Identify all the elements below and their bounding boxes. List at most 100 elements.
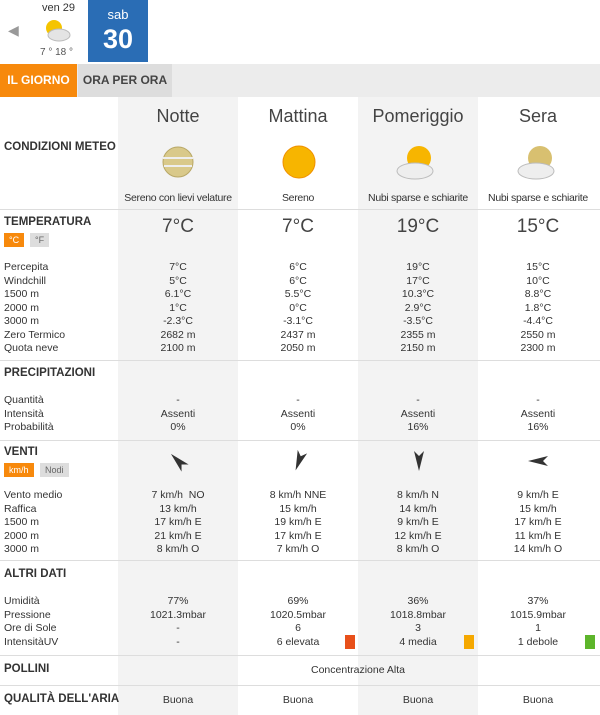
row-label: IntensitàUV xyxy=(4,635,59,648)
condition: Nubi sparse e schiarite xyxy=(368,192,468,204)
row-value: 19 km/h E xyxy=(274,516,322,528)
uv-swatch xyxy=(585,635,595,649)
row-value: 69% xyxy=(287,595,309,607)
row-value: 16% xyxy=(407,421,429,433)
row-value: 12 km/h E xyxy=(394,529,442,542)
condition: Nubi sparse e schiarite xyxy=(488,192,588,204)
row-value: 37% xyxy=(527,595,549,607)
row-value: 6°C xyxy=(289,274,307,287)
day-label: ven 29 xyxy=(42,2,76,14)
row-value: 16% xyxy=(527,421,549,433)
separator xyxy=(0,209,600,210)
row-value: 14 km/h O xyxy=(513,543,563,555)
main-temperature: 7°C xyxy=(162,216,194,237)
row-value: -2.3°C xyxy=(163,315,193,327)
air-value: Buona xyxy=(522,694,554,706)
section-title: CONDIZIONI METEO xyxy=(4,141,116,153)
separator xyxy=(0,560,600,561)
row-value: - xyxy=(296,394,300,406)
row-value: 4 media xyxy=(399,635,437,648)
row-value: 2050 m xyxy=(280,342,316,354)
row-label: Percepita xyxy=(4,261,49,273)
row-value: 6.1°C xyxy=(164,288,192,300)
row-value: 2.9°C xyxy=(404,301,432,314)
prev-arrow[interactable]: ◀ xyxy=(8,22,19,38)
row-value: 2300 m xyxy=(520,342,556,354)
main-temperature: 19°C xyxy=(396,216,440,237)
pollen-value: Concentrazione Alta xyxy=(311,664,405,676)
row-value: - xyxy=(536,394,540,406)
row-value: 2355 m xyxy=(400,328,436,341)
row-value: 15 km/h xyxy=(279,502,317,515)
row-value: 0°C xyxy=(289,301,307,314)
uv-swatch xyxy=(464,635,474,649)
unit-toggle[interactable]: °F xyxy=(30,233,50,247)
row-value: 8 km/h O xyxy=(156,543,200,555)
row-value: 5.5°C xyxy=(284,288,312,300)
weather-icon xyxy=(162,146,194,178)
condition: Sereno xyxy=(281,192,315,204)
row-label: Vento medio xyxy=(4,489,63,501)
row-value: 5°C xyxy=(169,274,187,287)
main-temperature: 7°C xyxy=(282,216,314,237)
row-value: 15 km/h xyxy=(519,502,557,515)
row-label: 3000 m xyxy=(4,315,40,327)
section-title: VENTI xyxy=(4,446,38,458)
row-label: Ore di Sole xyxy=(4,622,57,634)
row-value: 1018.8mbar xyxy=(389,608,447,621)
row-value: 7°C xyxy=(169,261,187,273)
row-value: 2550 m xyxy=(520,328,556,341)
row-value: 15°C xyxy=(526,261,550,273)
air-value: Buona xyxy=(282,694,314,706)
column-bg xyxy=(118,97,238,715)
row-value: 6°C xyxy=(289,261,307,273)
tab[interactable]: IL GIORNO xyxy=(0,64,77,97)
weekday: sab xyxy=(107,7,129,22)
row-label: Probabilità xyxy=(4,421,54,433)
row-label: Windchill xyxy=(4,274,47,287)
row-label: 1500 m xyxy=(4,288,40,300)
selected-day[interactable] xyxy=(88,0,148,62)
row-value: 2150 m xyxy=(400,342,436,354)
unit-toggle[interactable]: °C xyxy=(4,233,25,247)
period-name: Pomeriggio xyxy=(372,106,464,126)
unit-toggle[interactable]: Nodi xyxy=(40,463,69,477)
row-value: 1021.3mbar xyxy=(149,608,207,621)
row-value: -4.4°C xyxy=(523,315,553,327)
row-value: 8.8°C xyxy=(524,288,552,300)
row-value: 6 elevata xyxy=(276,635,320,648)
unit-toggle[interactable]: km/h xyxy=(4,463,34,477)
row-label: Intensità xyxy=(4,407,44,420)
tab[interactable]: ORA PER ORA xyxy=(78,64,172,97)
row-label: Quantità xyxy=(4,394,44,406)
row-label: Raffica xyxy=(4,502,37,515)
row-value: 2100 m xyxy=(160,342,196,354)
period-name: Sera xyxy=(518,106,558,126)
row-value: 7 km/h NO xyxy=(151,489,205,501)
row-value: 1°C xyxy=(169,301,187,314)
row-value: Assenti xyxy=(280,407,316,420)
wind-arrow xyxy=(414,451,424,471)
section-title: PRECIPITAZIONI xyxy=(4,367,96,379)
air-value: Buona xyxy=(162,694,194,706)
wind-arrow xyxy=(528,456,548,466)
row-value: 1 debole xyxy=(517,635,559,648)
row-value: 8 km/h N xyxy=(396,489,440,501)
wind-arrow xyxy=(295,449,308,471)
row-value: 13 km/h xyxy=(159,502,197,515)
separator xyxy=(0,655,600,656)
row-value: 17°C xyxy=(406,274,430,287)
row-value: 11 km/h E xyxy=(514,529,562,542)
main-temperature: 15°C xyxy=(516,216,560,237)
row-value: 77% xyxy=(167,595,189,607)
period-name: Mattina xyxy=(268,106,328,126)
row-value: 7 km/h O xyxy=(276,543,320,555)
row-label: 2000 m xyxy=(4,529,40,542)
row-value: 10.3°C xyxy=(401,288,435,300)
section-title: ALTRI DATI xyxy=(4,568,67,580)
row-value: 6 xyxy=(295,622,301,634)
row-value: - xyxy=(416,394,420,406)
row-value: 1020.5mbar xyxy=(269,608,327,621)
weather-icon xyxy=(517,146,555,180)
